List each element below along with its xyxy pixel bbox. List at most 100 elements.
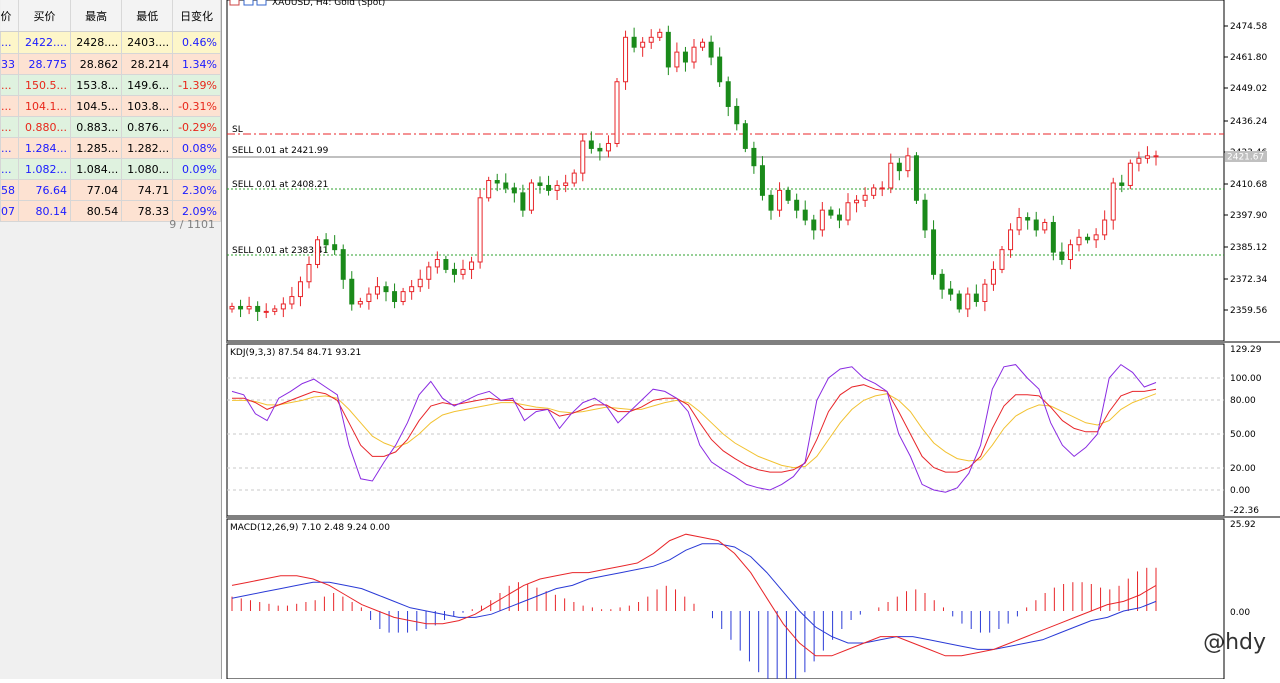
candle-body (717, 56, 723, 83)
chart-window-icon[interactable] (256, 0, 267, 6)
candle-body (990, 268, 996, 285)
market-watch-row[interactable]: ... 2422.... 2428.... 2403.... 0.46% (0, 31, 221, 54)
candle-body (554, 184, 560, 191)
kdj-axis-label: 100.00 (1230, 374, 1262, 384)
chart-menu-icon[interactable] (229, 0, 240, 6)
candle-body (1127, 162, 1133, 186)
candle-body (306, 263, 312, 283)
market-watch-row[interactable]: ... 0.880... 0.883... 0.876... -0.29% (0, 116, 221, 138)
change-cell: 2.30% (172, 179, 221, 201)
col-header-high[interactable]: 最高 (70, 0, 123, 32)
low-cell: 103.8... (121, 95, 174, 117)
candle-body (588, 140, 594, 149)
high-cell: 1.285... (70, 137, 123, 159)
chart-window[interactable]: XAUUSD, H4: Gold (Spot) 2474.58 2461.80 244… (226, 0, 1280, 683)
price-tick-label: 2449.02 (1230, 84, 1267, 94)
low-cell: 1.282... (121, 137, 174, 159)
low-cell: 78.33 (121, 200, 174, 222)
candle-body (1093, 234, 1099, 241)
candle-body (246, 305, 252, 310)
candle-body (751, 147, 757, 167)
high-cell: 77.04 (70, 179, 123, 201)
candle-body (1067, 244, 1073, 261)
col-header-bid[interactable]: 买价 (18, 0, 72, 32)
candle-body (340, 249, 346, 280)
market-watch-row[interactable]: ... 1.082... 1.084... 1.080... 0.09% (0, 158, 221, 180)
market-watch-panel: 价 买价 最高 最低 日变化 ... 2422.... 2428.... 2403..… (0, 0, 222, 679)
col-header-daily-change[interactable]: 日变化 (172, 0, 221, 32)
kdj-axis-label: 0.00 (1230, 486, 1250, 496)
watermark-text: @hdy (1203, 630, 1266, 655)
candle-body (503, 182, 509, 189)
market-watch-row[interactable]: 07 80.14 80.54 78.33 2.09% (0, 200, 221, 222)
market-watch-row[interactable]: ... 1.284... 1.285... 1.282... 0.08% (0, 137, 221, 159)
market-watch-row[interactable]: 58 76.64 77.04 74.71 2.30% (0, 179, 221, 201)
market-watch-row[interactable]: ... 104.1... 104.5... 103.8... -0.31% (0, 95, 221, 117)
symbol-cell: ... (0, 95, 19, 117)
candle-body (777, 189, 783, 211)
chart-window-icon[interactable] (243, 0, 254, 6)
market-watch-row[interactable]: 33 28.775 28.862 28.214 1.34% (0, 53, 221, 75)
low-cell: 1.080... (121, 158, 174, 180)
bid-cell: 1.082... (17, 158, 72, 180)
candle-body (1059, 251, 1065, 261)
candle-body (546, 184, 552, 191)
bid-cell: 0.880... (17, 116, 72, 138)
price-tick-label: 2474.58 (1230, 22, 1267, 32)
candle-body (948, 288, 954, 295)
candle-body (999, 249, 1005, 270)
symbol-cell: 33 (0, 53, 19, 75)
candle-body (931, 229, 937, 275)
candle-body (280, 303, 286, 310)
candle-body (665, 31, 671, 68)
symbol-cell: ... (0, 31, 19, 54)
candle-body (1119, 182, 1125, 186)
watermark: @hdy (1203, 630, 1266, 655)
price-tick-label: 2385.12 (1230, 243, 1267, 253)
sell-line-2-label: SELL 0.01 at 2408.21 (232, 180, 328, 190)
candle-body (1050, 221, 1056, 253)
low-cell: 0.876... (121, 116, 174, 138)
candle-body (409, 286, 415, 293)
market-watch-row[interactable]: ... 150.5... 153.8... 149.6... -1.39% (0, 74, 221, 96)
candle-body (674, 51, 680, 68)
candle-body (417, 278, 423, 288)
kdj-axis-label: 80.00 (1230, 396, 1256, 406)
macd-axis-label: 0.00 (1230, 608, 1250, 618)
kdj-axis-label: -22.36 (1230, 506, 1259, 516)
symbol-cell: ... (0, 137, 19, 159)
candle-body (939, 273, 945, 290)
change-cell: -1.39% (172, 74, 221, 96)
candle-body (965, 293, 971, 310)
candle-body (1042, 221, 1048, 231)
candle-body (229, 305, 235, 310)
col-header-low[interactable]: 最低 (121, 0, 174, 32)
candle-body (272, 308, 278, 312)
candle-body (366, 293, 372, 303)
bid-cell: 104.1... (17, 95, 72, 117)
kdj-axis-label: 20.00 (1230, 464, 1256, 474)
candle-body (811, 219, 817, 231)
candle-body (605, 142, 611, 152)
symbol-count: 9 / 1101 (169, 218, 215, 231)
low-cell: 74.71 (121, 179, 174, 201)
price-tick-label: 2410.68 (1230, 180, 1267, 190)
candle-body (477, 197, 483, 263)
main-chart-frame (226, 0, 1225, 342)
chart-canvas[interactable]: XAUUSD, H4: Gold (Spot) 2474.58 2461.80 244… (226, 0, 1280, 683)
low-cell: 28.214 (121, 53, 174, 75)
candle-body (357, 301, 363, 305)
candle-body (845, 202, 851, 221)
candle-body (794, 199, 800, 211)
candle-body (434, 259, 440, 268)
current-price-badge (1225, 151, 1267, 162)
high-cell: 153.8... (70, 74, 123, 96)
candle-body (879, 187, 885, 190)
candle-body (580, 140, 586, 174)
candle-body (528, 182, 534, 211)
candle-body (392, 291, 398, 303)
high-cell: 2428.... (70, 31, 123, 54)
symbol-cell: 58 (0, 179, 19, 201)
col-header-ask[interactable]: 价 (0, 0, 19, 32)
candle-body (657, 31, 663, 38)
